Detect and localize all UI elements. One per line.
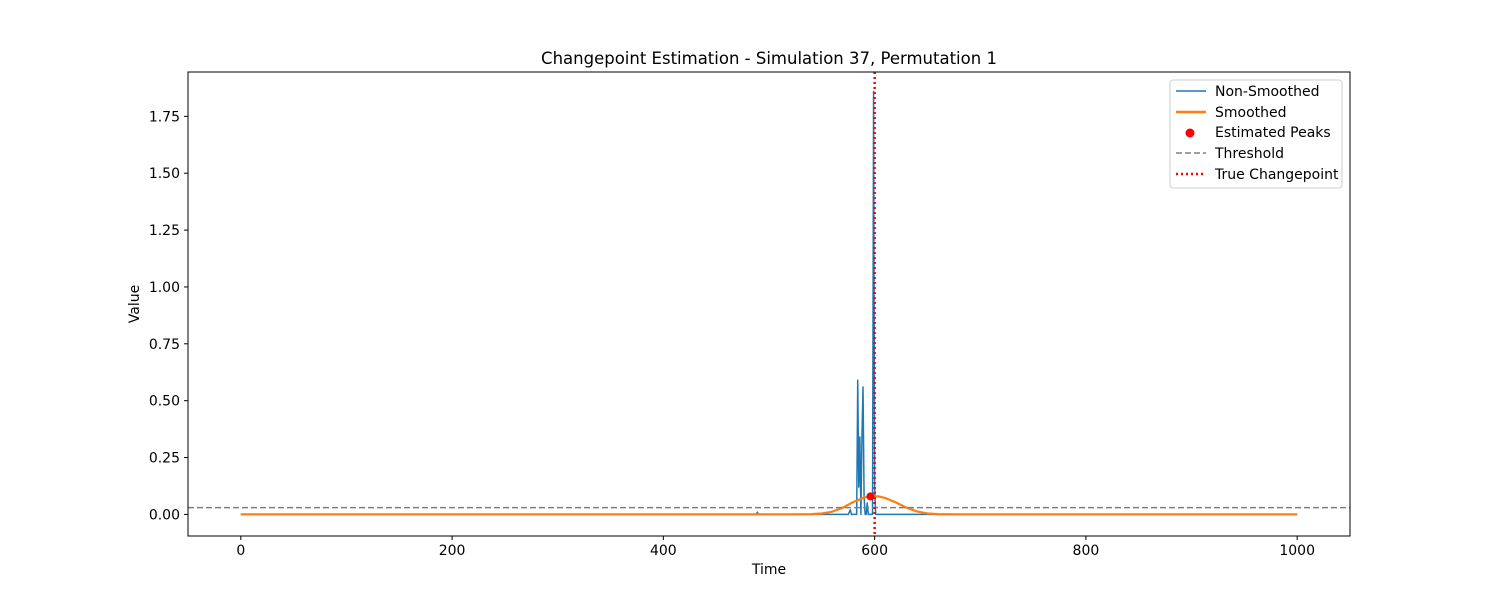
legend-true-changepoint-label: True Changepoint — [1214, 167, 1339, 183]
x-tick-label: 0 — [236, 543, 245, 559]
x-tick-label: 1000 — [1279, 543, 1315, 559]
y-tick-label: 1.75 — [149, 109, 180, 125]
x-tick-label: 200 — [439, 543, 466, 559]
y-axis-label: Value — [127, 285, 143, 323]
x-axis-label: Time — [751, 562, 786, 578]
plot-frame — [187, 71, 1351, 537]
y-tick-label: 1.50 — [149, 166, 180, 182]
y-tick-label: 1.00 — [149, 280, 180, 296]
chart-title: Changepoint Estimation - Simulation 37, … — [541, 49, 997, 68]
x-tick-label: 800 — [1073, 543, 1100, 559]
legend-estimated-peaks-swatch — [1185, 128, 1195, 138]
legend-box — [1169, 79, 1343, 189]
y-tick-label: 0.50 — [149, 394, 180, 410]
x-tick-label: 400 — [650, 543, 677, 559]
estimated-peak-point — [866, 492, 875, 501]
y-tick-label: 0.00 — [149, 507, 180, 523]
legend-smoothed-label: Smoothed — [1215, 105, 1287, 121]
series-smoothed-line — [240, 495, 1298, 516]
x-tick-label: 600 — [861, 543, 888, 559]
y-tick-label: 1.25 — [149, 223, 180, 239]
y-tick-label: 0.75 — [149, 337, 180, 353]
y-axis: 0.00 0.25 0.50 0.75 1.00 1.25 1.50 1.75 — [149, 109, 188, 523]
legend: Non-Smoothed Smoothed Estimated Peaks Th… — [1169, 79, 1343, 189]
plot-area — [188, 72, 1350, 536]
series-non-smoothed-line — [240, 90, 1298, 516]
legend-estimated-peaks-label: Estimated Peaks — [1215, 125, 1331, 141]
x-axis: 0 200 400 600 800 1000 — [236, 536, 1315, 559]
y-tick-label: 0.25 — [149, 451, 180, 467]
legend-non-smoothed-label: Non-Smoothed — [1215, 84, 1319, 100]
legend-threshold-label: Threshold — [1214, 146, 1284, 162]
